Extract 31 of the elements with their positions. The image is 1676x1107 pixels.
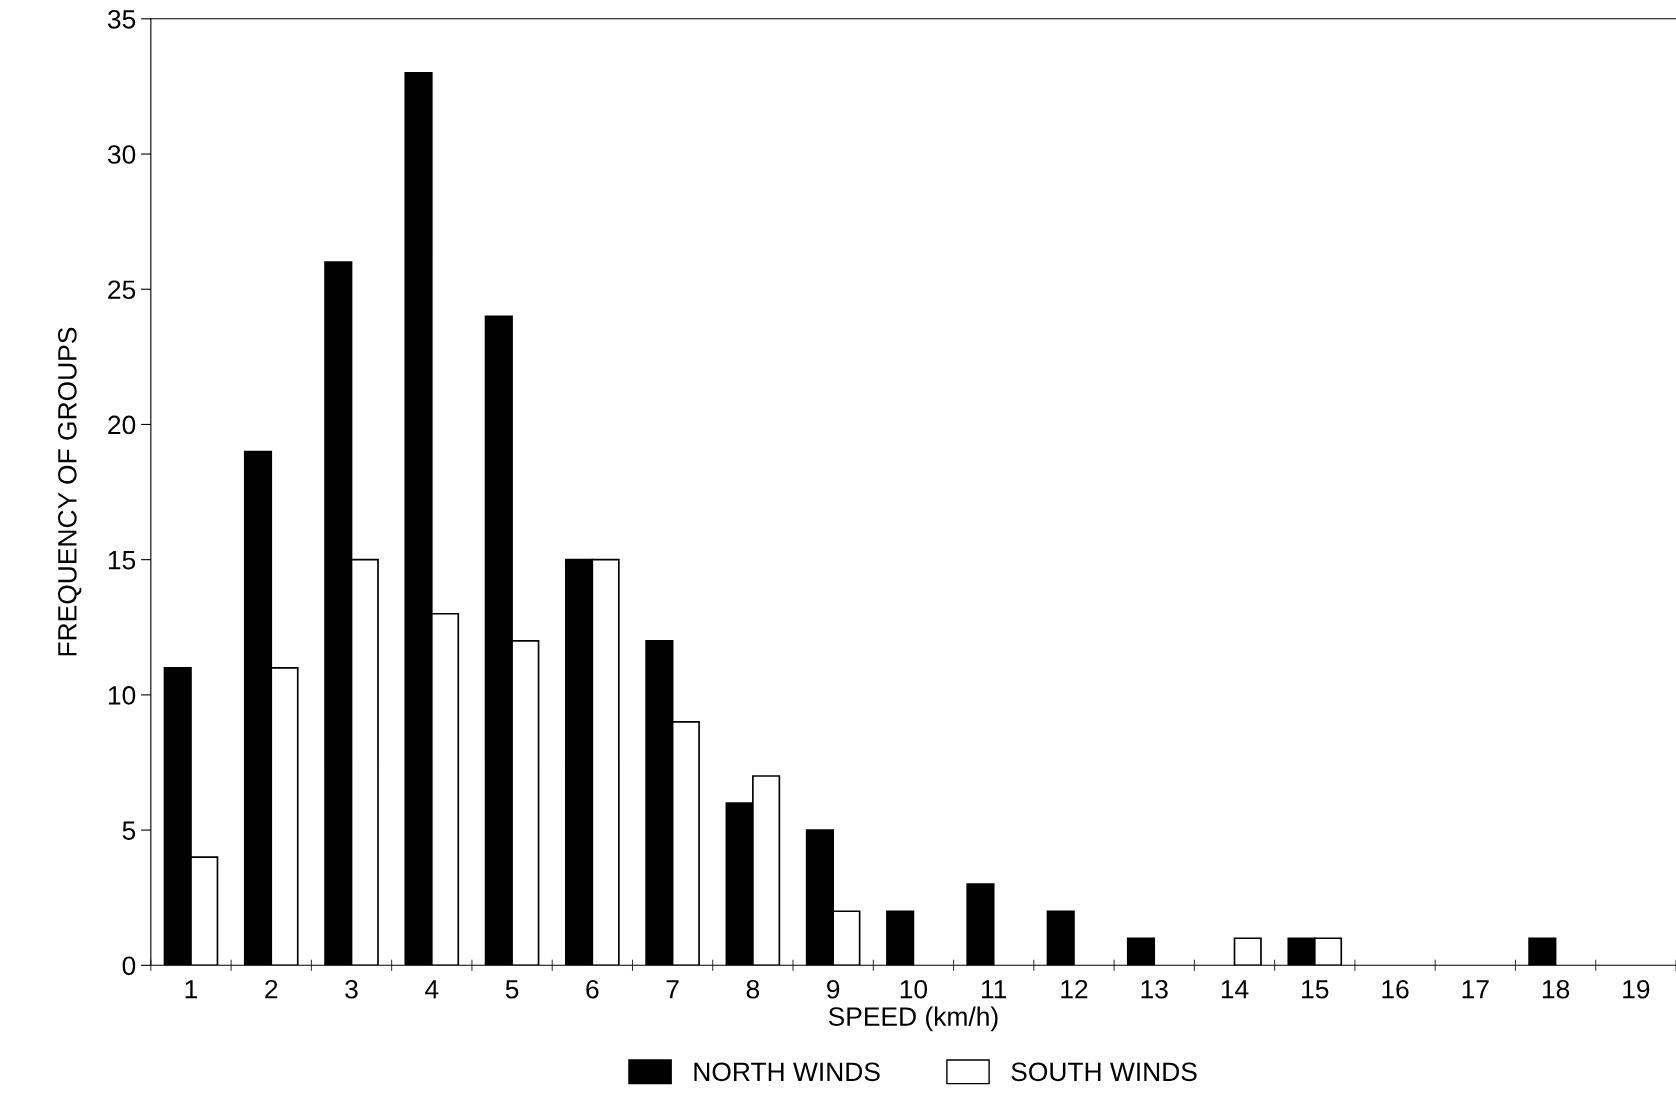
x-tick-label: 8 <box>746 979 760 999</box>
x-tick-label: 10 <box>900 979 928 999</box>
x-tick-label: 13 <box>1141 979 1168 999</box>
x-tick-label: 16 <box>1382 979 1409 999</box>
y-tick-label: 25 <box>108 280 136 300</box>
y-tick-label: 30 <box>107 145 136 164</box>
x-tick-label: 6 <box>586 979 599 999</box>
y-tick-label: 5 <box>122 821 136 840</box>
x-tick-label: 9 <box>827 979 840 999</box>
x-tick-label: 2 <box>265 979 278 999</box>
x-tick-label: 11 <box>982 980 1007 999</box>
x-axis-title: SPEED (km/h) <box>828 1006 998 1032</box>
legend-label: NORTH WINDS <box>694 1062 880 1082</box>
y-tick-label: 15 <box>108 551 136 570</box>
x-tick-label: 14 <box>1221 980 1249 999</box>
x-tick-label: 3 <box>345 979 358 999</box>
x-tick-label: 18 <box>1542 979 1570 999</box>
x-tick-label: 19 <box>1623 979 1650 999</box>
x-tick-label: 7 <box>666 980 679 999</box>
x-tick-label: 1 <box>185 980 198 999</box>
y-tick-label: 35 <box>107 9 136 29</box>
x-tick-label: 17 <box>1462 980 1489 999</box>
y-tick-label: 20 <box>108 415 136 435</box>
x-tick-label: 5 <box>505 980 519 999</box>
y-tick-label: 0 <box>122 956 136 976</box>
x-tick-label: 15 <box>1302 980 1329 999</box>
legend-label: SOUTH WINDS <box>1011 1062 1197 1082</box>
y-axis-title: FREQUENCY OF GROUPS <box>58 327 82 656</box>
y-tick-label: 10 <box>108 686 136 705</box>
x-tick-label: 12 <box>1061 979 1088 999</box>
x-tick-label: 4 <box>425 980 439 999</box>
